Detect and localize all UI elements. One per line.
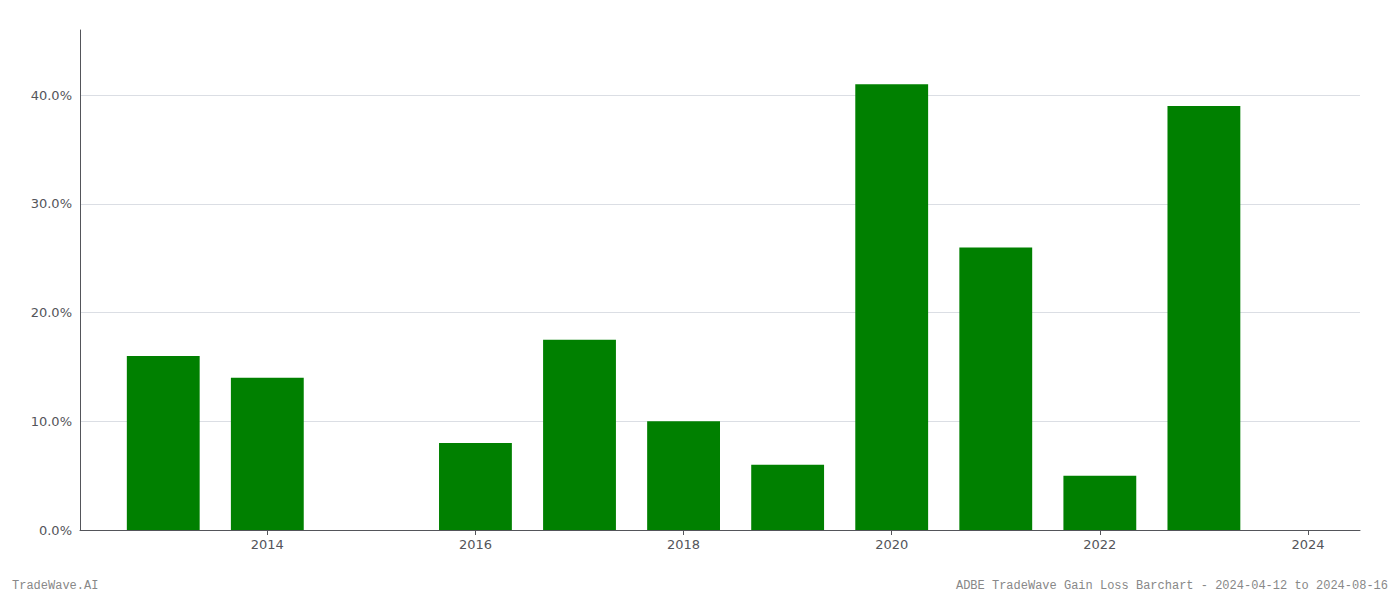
svg-text:ADBE TradeWave Gain Loss Barch: ADBE TradeWave Gain Loss Barchart - 2024… [956, 579, 1388, 593]
svg-text:2020: 2020 [875, 537, 908, 552]
svg-text:0.0%: 0.0% [39, 523, 72, 538]
svg-text:10.0%: 10.0% [31, 414, 72, 429]
svg-text:2016: 2016 [459, 537, 492, 552]
svg-text:30.0%: 30.0% [31, 196, 72, 211]
svg-text:2018: 2018 [667, 537, 700, 552]
svg-text:2014: 2014 [251, 537, 284, 552]
svg-text:TradeWave.AI: TradeWave.AI [12, 579, 98, 593]
svg-text:2024: 2024 [1291, 537, 1324, 552]
svg-text:2022: 2022 [1083, 537, 1116, 552]
svg-text:40.0%: 40.0% [31, 88, 72, 103]
svg-text:20.0%: 20.0% [31, 305, 72, 320]
